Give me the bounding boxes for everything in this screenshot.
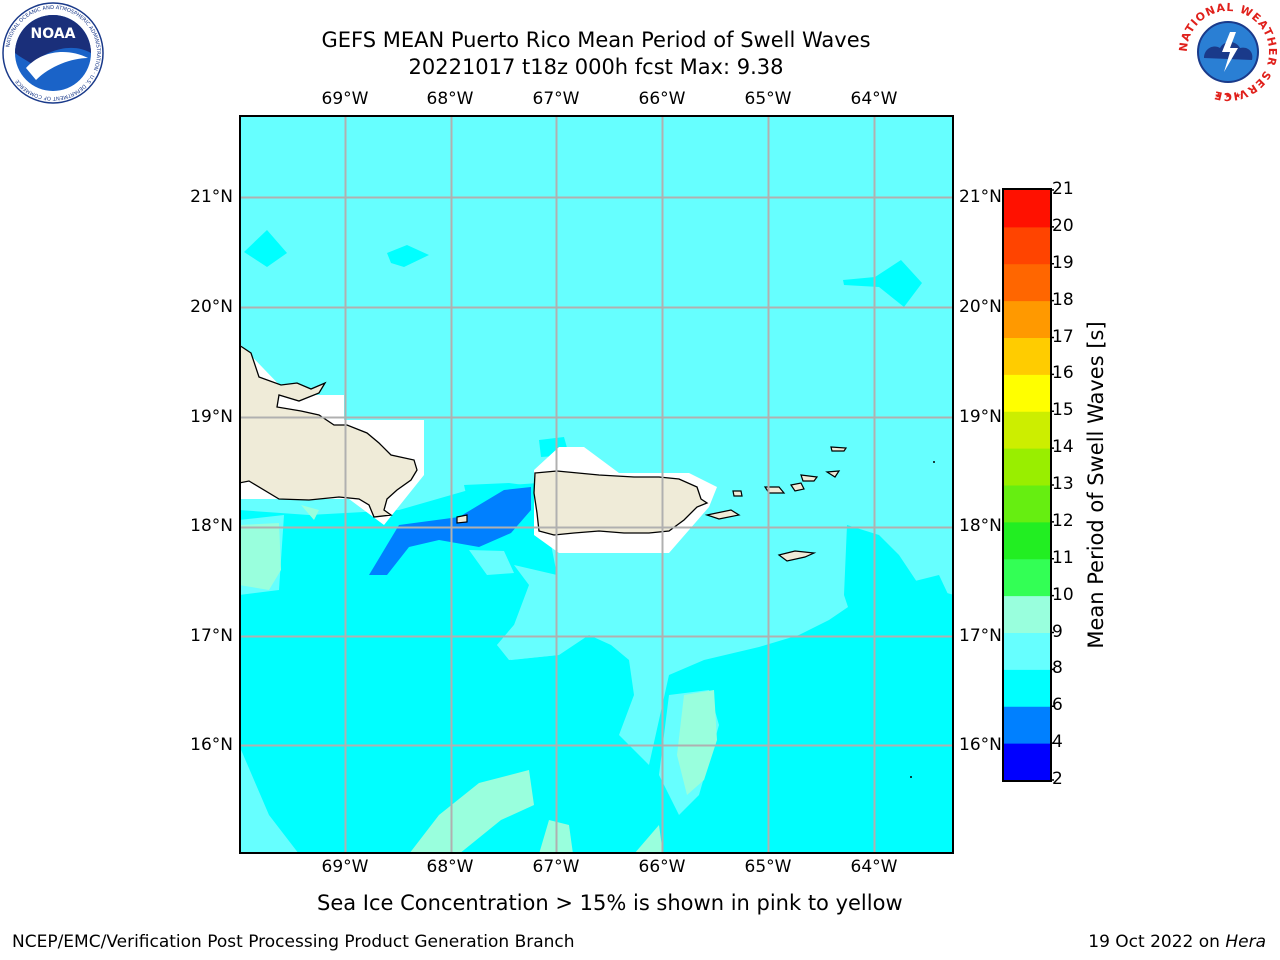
colorbar — [1002, 188, 1054, 782]
contour-6-8s-north — [387, 245, 429, 267]
colorbar-tick-label: 20 — [1052, 215, 1074, 236]
colorbar-tick-label: 18 — [1052, 289, 1074, 310]
lon-label-bottom: 65°W — [744, 857, 792, 877]
lon-label-bottom: 66°W — [638, 857, 686, 877]
lon-label-top: 68°W — [426, 89, 474, 109]
land-puerto-rico — [533, 470, 709, 536]
colorbar-segment — [1004, 743, 1050, 781]
lon-label-top: 67°W — [532, 89, 580, 109]
noaa-logo: NATIONAL OCEANIC AND ATMOSPHERIC ADMINIS… — [2, 2, 104, 104]
colorbar-segment — [1004, 595, 1050, 633]
contour-6-8s-north — [244, 230, 287, 267]
colorbar-tick-label: 12 — [1052, 510, 1074, 531]
land-vieques — [704, 509, 741, 520]
colorbar-tick-label: 21 — [1052, 179, 1074, 199]
colorbar-segment — [1004, 448, 1050, 486]
lat-label-right: 18°N — [959, 516, 1002, 536]
contour-9-10s-patch — [634, 825, 663, 854]
land-st-john — [790, 482, 805, 492]
lat-label-left: 18°N — [190, 516, 233, 536]
contour-8-9s-patch — [469, 550, 514, 575]
contour-9-10s-patch — [677, 690, 717, 795]
contour-6-8s-east-upper — [844, 525, 954, 645]
contour-6-8s-north — [843, 260, 922, 307]
land-tortola — [800, 474, 819, 482]
lat-label-left: 17°N — [190, 626, 233, 646]
colorbar-segment — [1004, 558, 1050, 597]
colorbar-tick-label: 14 — [1052, 437, 1074, 458]
colorbar-tick-label: 16 — [1052, 363, 1074, 384]
lat-label-left: 21°N — [190, 187, 233, 207]
lon-label-top: 65°W — [744, 89, 792, 109]
lat-label-left: 19°N — [190, 407, 233, 427]
map-gridlines — [239, 115, 954, 854]
colorbar-tick-label: 4 — [1052, 732, 1063, 753]
colorbar-segment — [1004, 263, 1050, 302]
swell-period-map — [239, 115, 954, 854]
credit-right: 19 Oct 2022 on Hera — [1088, 932, 1266, 952]
svg-text:★ ★ ★: ★ ★ ★ — [1215, 91, 1242, 100]
land-st-croix — [777, 550, 817, 562]
colorbar-tick-label: 2 — [1052, 769, 1063, 789]
lon-label-bottom: 69°W — [321, 857, 369, 877]
land-culebra — [732, 490, 743, 497]
lat-label-right: 20°N — [959, 297, 1002, 317]
lon-label-bottom: 68°W — [426, 857, 474, 877]
colorbar-tick-label: 10 — [1052, 584, 1074, 605]
colorbar-segment — [1004, 632, 1050, 670]
lon-label-bottom: 67°W — [532, 857, 580, 877]
credit-left: NCEP/EMC/Verification Post Processing Pr… — [12, 932, 575, 952]
credit-date: 19 Oct 2022 on — [1088, 932, 1226, 952]
colorbar-segment — [1004, 411, 1050, 449]
lat-label-right: 21°N — [959, 187, 1002, 207]
colorbar-tick-label: 11 — [1052, 547, 1074, 568]
land-hispaniola — [239, 344, 418, 518]
colorbar-segment — [1004, 669, 1050, 707]
chart-subtitle: 20221017 t18z 000h fcst Max: 9.38 — [408, 55, 784, 79]
contour-8-9s-patch — [239, 745, 299, 854]
colorbar-segment — [1004, 190, 1050, 228]
colorbar-segment — [1004, 706, 1050, 744]
colorbar-tick-label: 15 — [1052, 400, 1074, 421]
colorbar-tick-label: 13 — [1052, 474, 1074, 494]
contour-9-10s-patch — [409, 770, 534, 854]
land-bvi-small — [825, 470, 841, 478]
lat-label-right: 17°N — [959, 626, 1002, 646]
contour-9-10s-patch — [239, 523, 281, 590]
colorbar-segment — [1004, 337, 1050, 375]
contour-4-6s-band — [369, 487, 531, 575]
sea-ice-footnote: Sea Ice Concentration > 15% is shown in … — [317, 891, 903, 915]
contour-9-10s-patch — [301, 505, 319, 520]
land-anegada — [830, 446, 848, 452]
lat-label-right: 16°N — [959, 735, 1002, 755]
lon-label-top: 64°W — [850, 89, 898, 109]
colorbar-tick-label: 17 — [1052, 326, 1074, 347]
lon-label-top: 69°W — [321, 89, 369, 109]
lat-label-left: 20°N — [190, 297, 233, 317]
credit-system: Hera — [1225, 932, 1266, 952]
chart-title: GEFS MEAN Puerto Rico Mean Period of Swe… — [321, 28, 871, 52]
lon-label-top: 66°W — [638, 89, 686, 109]
colorbar-segment — [1004, 374, 1050, 412]
lon-label-bottom: 64°W — [850, 857, 898, 877]
colorbar-segment — [1004, 521, 1050, 560]
colorbar-tick-label: 19 — [1052, 252, 1074, 273]
colorbar-segment — [1004, 300, 1050, 338]
colorbar-tick-label: 6 — [1052, 695, 1063, 716]
colorbar-title: Mean Period of Swell Waves [s] — [1084, 321, 1108, 649]
lat-label-right: 19°N — [959, 407, 1002, 427]
colorbar-segment — [1004, 485, 1050, 523]
colorbar-tick-label: 8 — [1052, 658, 1063, 679]
colorbar-tick-label: 9 — [1052, 621, 1063, 642]
nws-logo: NATIONAL WEATHER SERVICE ★ ★ ★ — [1178, 2, 1278, 102]
lat-label-left: 16°N — [190, 735, 233, 755]
svg-text:NOAA: NOAA — [31, 26, 76, 42]
colorbar-segment — [1004, 226, 1050, 265]
land-islet — [456, 514, 468, 524]
map-frame — [239, 115, 954, 854]
